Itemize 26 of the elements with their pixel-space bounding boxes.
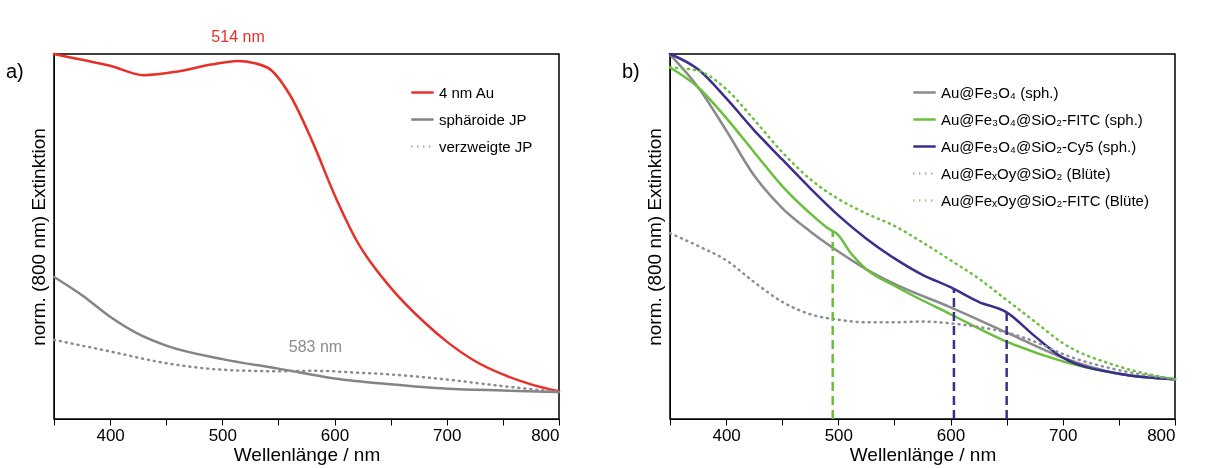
- x-axis-title: Wellenlänge / nm: [849, 443, 997, 465]
- text: b): [622, 60, 640, 82]
- x-tick-label: 600: [320, 425, 350, 445]
- annotation: 514 nm: [211, 27, 265, 45]
- legend-label: sphäroide JP: [439, 110, 527, 128]
- x-tick-label: 800: [531, 425, 560, 445]
- legend-label: verzweigte JP: [439, 137, 533, 155]
- x-tick-label: 400: [96, 425, 125, 445]
- legend-label: Au@Fe₃O₄@SiO₂-FITC (sph.): [941, 110, 1143, 128]
- annotation: 583 nm: [288, 337, 343, 355]
- x-tick-label: 500: [824, 425, 854, 445]
- legend-label: Au@Fe₃O₄@SiO₂-Cy5 (sph.): [941, 137, 1137, 155]
- x-tick-label: 400: [712, 425, 741, 445]
- x-tick-label: 500: [208, 425, 238, 445]
- legend-label: Au@FeₓOy@SiO₂-FITC (Blüte): [941, 191, 1149, 209]
- legend-label: 4 nm Au: [439, 83, 495, 101]
- legend-label: Au@Fe₃O₄ (sph.): [941, 83, 1059, 101]
- y-axis-title: norm. (800 nm) Extinktion: [27, 128, 49, 346]
- x-axis-title: Wellenlänge / nm: [233, 443, 381, 465]
- x-tick-label: 700: [433, 425, 462, 445]
- x-tick-label: 700: [1049, 425, 1078, 445]
- x-tick-label: 800: [1147, 425, 1176, 445]
- x-tick-label: 600: [936, 425, 966, 445]
- text: a): [6, 60, 24, 82]
- y-axis-title: norm. (800 nm) Extinktion: [643, 128, 665, 346]
- legend-label: Au@FeₓOy@SiO₂ (Blüte): [941, 164, 1111, 182]
